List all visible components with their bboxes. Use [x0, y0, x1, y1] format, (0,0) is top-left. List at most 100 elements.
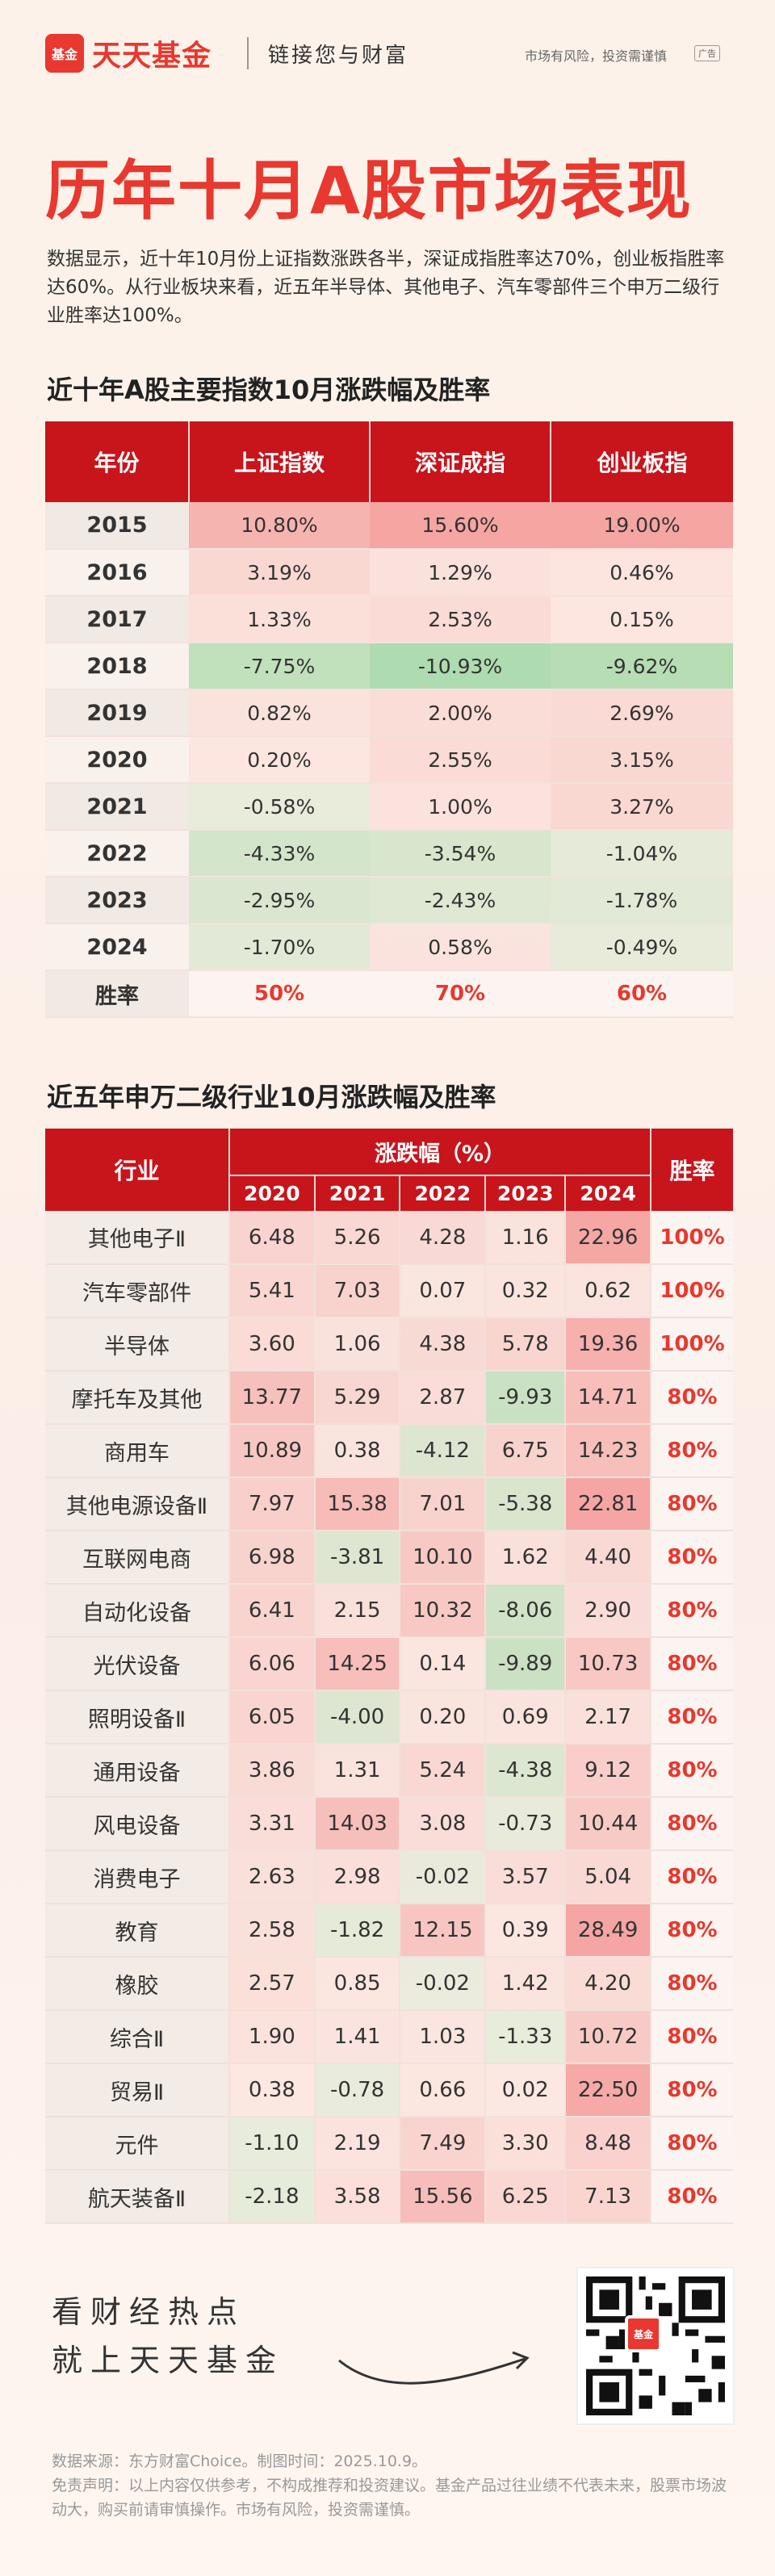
- industry-win-rate: 80%: [650, 2170, 733, 2224]
- industry-value-cell: 2.17: [564, 1690, 651, 1745]
- industry-value-cell: 6.41: [228, 1584, 315, 1638]
- index-value-cell: 2.55%: [370, 736, 551, 784]
- industry-value-cell: -4.00: [313, 1690, 400, 1745]
- industry-win-rate: 100%: [650, 1317, 733, 1372]
- industry-value-cell: 0.02: [484, 2063, 566, 2117]
- year-cell: 2021: [45, 783, 189, 831]
- industry-value-cell: 0.20: [399, 1690, 486, 1745]
- industry-win-rate: 80%: [650, 1584, 733, 1638]
- industry-value-cell: 13.77: [228, 1371, 315, 1425]
- industry-value-cell: 6.48: [228, 1211, 315, 1265]
- industry-table-header: 行业 涨跌幅（%） 胜率: [45, 1129, 733, 1211]
- industry-value-cell: -1.10: [228, 2117, 315, 2171]
- industry-value-cell: 8.48: [564, 2117, 651, 2171]
- industry-win-rate: 80%: [650, 1637, 733, 1691]
- ad-badge: 广告: [694, 45, 720, 61]
- index-value-cell: -3.54%: [370, 830, 551, 878]
- industry-value-cell: 4.28: [399, 1211, 486, 1265]
- industry-value-cell: 28.49: [564, 1904, 651, 1958]
- disclaimer: 免责声明：以上内容仅供参考，不构成推荐和投资建议。基金产品过往业绩不代表未来，股…: [52, 2477, 727, 2519]
- index-value-cell: -2.95%: [189, 877, 370, 924]
- industry-value-cell: -0.02: [399, 1957, 486, 2011]
- index-value-cell: 3.19%: [189, 549, 370, 597]
- industry-name: 光伏设备: [45, 1637, 229, 1691]
- industry-win-rate: 100%: [650, 1264, 733, 1318]
- index-row: 2019 0.82% 2.00% 2.69%: [45, 689, 733, 737]
- year-header: 2022: [399, 1175, 486, 1211]
- footer-slogan: 看财经热点 就上天天基金: [52, 2288, 284, 2385]
- industry-value-cell: 1.31: [313, 1744, 400, 1798]
- year-cell: 2020: [45, 736, 189, 784]
- win-rate-label: 胜率: [45, 970, 189, 1018]
- industry-win-rate: 80%: [650, 2063, 733, 2117]
- industry-value-cell: -2.18: [228, 2170, 315, 2224]
- industry-value-cell: 2.90: [564, 1584, 651, 1638]
- industry-value-cell: 1.16: [484, 1211, 566, 1265]
- year-header: 2021: [313, 1175, 400, 1211]
- industry-value-cell: -3.81: [313, 1531, 400, 1585]
- industry-name: 其他电子Ⅱ: [45, 1211, 229, 1265]
- header-cyb: 创业板指: [551, 421, 733, 502]
- industry-value-cell: 10.32: [399, 1584, 486, 1638]
- industry-row: 互联网电商 6.98 -3.81 10.10 1.62 4.40 80%: [45, 1531, 733, 1585]
- year-cell: 2017: [45, 596, 189, 643]
- industry-value-cell: 0.69: [484, 1690, 566, 1745]
- industry-value-cell: 2.19: [313, 2117, 400, 2171]
- index-value-cell: 0.46%: [551, 549, 733, 597]
- industry-win-rate: 80%: [650, 1797, 733, 1851]
- industry-value-cell: 3.30: [484, 2117, 566, 2171]
- index-value-cell: -10.93%: [370, 643, 551, 690]
- industry-value-cell: 2.63: [228, 1850, 315, 1904]
- industry-value-cell: 0.14: [399, 1637, 486, 1691]
- industry-name: 互联网电商: [45, 1531, 229, 1585]
- year-header-row: 2020 2021 2022 2023 2024: [45, 1175, 733, 1211]
- index-table-header: 年份 上证指数 深证成指 创业板指: [45, 421, 733, 502]
- index-row: 2021 -0.58% 1.00% 3.27%: [45, 783, 733, 831]
- index-value-cell: -2.43%: [370, 877, 551, 924]
- industry-value-cell: 2.57: [228, 1957, 315, 2011]
- industry-value-cell: 2.87: [399, 1371, 486, 1425]
- index-value-cell: 3.27%: [551, 783, 733, 831]
- industry-win-rate: 100%: [650, 1211, 733, 1265]
- industry-value-cell: 6.25: [484, 2170, 566, 2224]
- industry-value-cell: 6.98: [228, 1531, 315, 1585]
- header-change: 涨跌幅（%）: [228, 1129, 651, 1175]
- industry-value-cell: 4.40: [564, 1531, 651, 1585]
- industry-win-rate: 80%: [650, 1690, 733, 1745]
- industry-name: 照明设备Ⅱ: [45, 1690, 229, 1745]
- brand-logo[interactable]: 基金 天天基金: [45, 32, 212, 74]
- logo-icon: 基金: [45, 34, 84, 73]
- logo-text: 天天基金: [92, 40, 212, 73]
- industry-row: 教育 2.58 -1.82 12.15 0.39 28.49 80%: [45, 1904, 733, 1958]
- industry-row: 元件 -1.10 2.19 7.49 3.30 8.48 80%: [45, 2117, 733, 2171]
- industry-value-cell: 3.08: [399, 1797, 486, 1851]
- industry-value-cell: -4.12: [399, 1424, 486, 1478]
- industry-row: 其他电子Ⅱ 6.48 5.26 4.28 1.16 22.96 100%: [45, 1211, 733, 1265]
- industry-value-cell: -4.38: [484, 1744, 566, 1798]
- industry-value-cell: 22.96: [564, 1211, 651, 1265]
- header-sz: 深证成指: [370, 421, 551, 502]
- industry-value-cell: -0.02: [399, 1850, 486, 1904]
- index-value-cell: 0.20%: [189, 736, 370, 784]
- index-row: 2016 3.19% 1.29% 0.46%: [45, 549, 733, 597]
- header-industry: 行业: [45, 1129, 229, 1211]
- qr-code[interactable]: 基金: [576, 2267, 735, 2425]
- industry-value-cell: 14.71: [564, 1371, 651, 1425]
- industry-row: 光伏设备 6.06 14.25 0.14 -9.89 10.73 80%: [45, 1637, 733, 1691]
- qr-logo-icon: 基金: [625, 2315, 662, 2352]
- index-value-cell: 1.00%: [370, 783, 551, 831]
- page-title: 历年十月A股市场表现: [45, 153, 693, 228]
- industry-value-cell: 3.86: [228, 1744, 315, 1798]
- data-source: 数据来源：东方财富Choice。制图时间：2025.10.9。: [52, 2452, 428, 2470]
- industry-row: 半导体 3.60 1.06 4.38 5.78 19.36 100%: [45, 1317, 733, 1372]
- industry-value-cell: -8.06: [484, 1584, 566, 1638]
- industry-value-cell: -0.78: [313, 2063, 400, 2117]
- footer-slogan-line2: 就上天天基金: [52, 2343, 285, 2378]
- industry-value-cell: 6.06: [228, 1637, 315, 1691]
- industry-value-cell: 0.85: [313, 1957, 400, 2011]
- index-value-cell: 2.69%: [551, 689, 733, 737]
- industry-name: 风电设备: [45, 1797, 229, 1851]
- industry-name: 橡胶: [45, 1957, 229, 2011]
- industry-name: 半导体: [45, 1317, 229, 1372]
- industry-value-cell: 5.04: [564, 1850, 651, 1904]
